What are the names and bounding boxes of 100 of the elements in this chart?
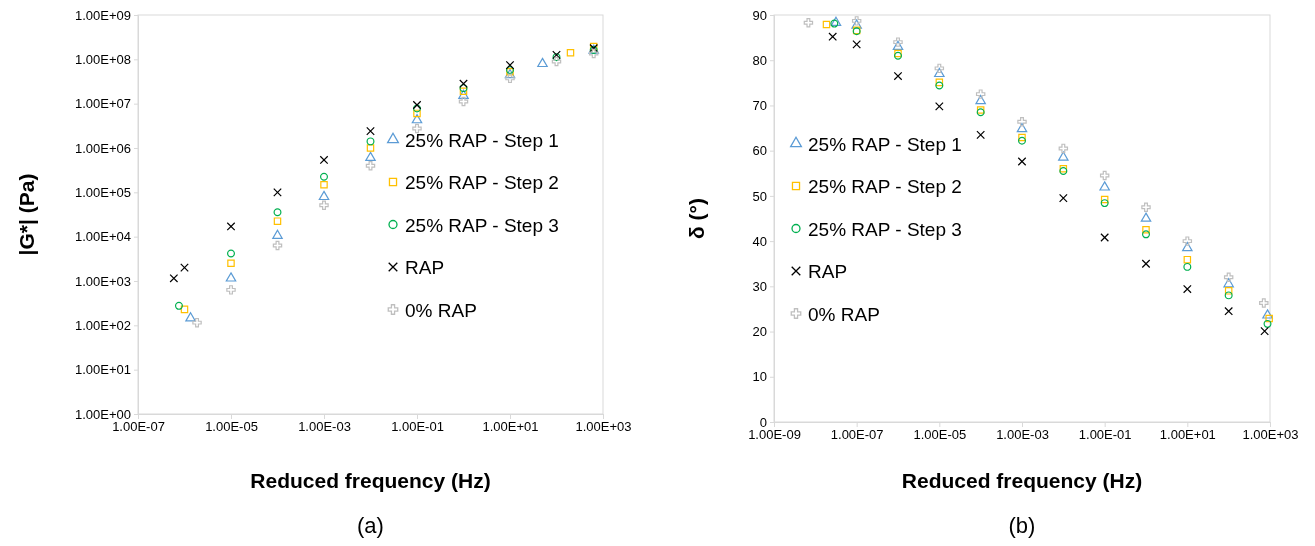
x-tick-label: 1.00E-03: [298, 419, 351, 435]
point: [1058, 143, 1069, 154]
point: [227, 249, 235, 258]
y-tick-label: 1.00E+02: [74, 317, 131, 333]
x-tick-label: 1.00E-05: [913, 427, 967, 443]
x-tick-label: 1.00E-05: [205, 419, 258, 435]
point: [1058, 151, 1069, 161]
legend-label: 25% RAP - Step 1: [808, 133, 962, 155]
y-tick-label: 1.00E+08: [74, 51, 131, 67]
y-tick-label: 1.00E+01: [74, 362, 131, 378]
point: [1016, 122, 1028, 133]
legend-label: 25% RAP - Step 2: [405, 172, 559, 193]
legend-label: 25% RAP - Step 3: [405, 214, 559, 236]
y-tick-label: 1.00E+03: [74, 273, 131, 289]
y-tick-label: 1.00E+09: [74, 7, 131, 23]
point: [1183, 255, 1192, 264]
point: [1017, 116, 1027, 127]
y-tick-label: 70: [752, 98, 767, 114]
point: [1265, 314, 1273, 323]
point: [1183, 284, 1192, 294]
legend-label: 25% RAP - Step 3: [808, 218, 962, 240]
point: [1099, 181, 1110, 191]
point: [934, 67, 945, 78]
point: [272, 229, 283, 240]
legend-label: 0% RAP: [808, 303, 880, 325]
point: [412, 123, 422, 134]
point: [1223, 278, 1234, 288]
point: [1141, 202, 1151, 212]
point: [273, 217, 282, 225]
y-tick-label: 60: [752, 143, 767, 159]
x-axis-title: Reduced frequency (Hz): [901, 469, 1143, 492]
y-tick-label: 1.00E+00: [74, 406, 131, 422]
x-tick-label: 1.00E+03: [1242, 427, 1299, 443]
y-tick-label: 1.00E+05: [74, 184, 131, 200]
x-tick-label: 1.00E+01: [482, 419, 539, 435]
point: [413, 109, 421, 118]
y-tick-label: 80: [752, 52, 767, 68]
y-tick-label: 1.00E+04: [74, 229, 131, 245]
text: (a): [357, 513, 384, 538]
y-tick-label: 90: [752, 7, 767, 23]
point: [180, 305, 189, 314]
point: [273, 208, 282, 217]
y-tick-label: 10: [752, 369, 767, 385]
x-tick-label: 1.00E+03: [575, 419, 632, 435]
point: [1224, 287, 1233, 295]
point: [366, 144, 375, 152]
point: [1142, 226, 1150, 234]
point: [320, 172, 328, 181]
x-tick-label: 1.00E+01: [1159, 427, 1216, 443]
x-tick-label: 1.00E-07: [830, 427, 884, 443]
point: [1182, 236, 1193, 246]
point: [272, 240, 283, 251]
point: [1141, 259, 1151, 269]
point: [551, 56, 562, 67]
point: [413, 104, 421, 113]
legend-label: 25% RAP - Step 2: [808, 176, 962, 197]
x-tick-label: 1.00E-01: [1078, 427, 1132, 443]
point: [225, 272, 237, 282]
point: [1182, 241, 1193, 252]
point: [319, 200, 329, 210]
x-tick-label: 1.00E-09: [748, 427, 801, 443]
y-tick-label: 20: [752, 324, 767, 340]
point: [1100, 195, 1109, 204]
y-axis-title: δ (°): [685, 198, 708, 239]
point: [1142, 230, 1150, 239]
point: [1100, 199, 1109, 208]
legend-label: RAP: [405, 257, 445, 278]
point: [1183, 262, 1192, 271]
point: [411, 114, 423, 124]
point: [458, 96, 469, 107]
point: [934, 63, 945, 74]
point: [893, 71, 903, 81]
point: [976, 130, 985, 140]
point: [935, 102, 944, 111]
point: [227, 259, 235, 268]
point: [975, 89, 986, 99]
point: [1099, 170, 1110, 181]
y-axis-title: |G*| (Pa): [15, 173, 38, 256]
point: [1223, 272, 1234, 283]
y-tick-label: 40: [752, 233, 767, 249]
point: [1017, 157, 1027, 166]
point: [975, 94, 986, 105]
point: [320, 181, 328, 189]
point: [458, 89, 469, 100]
x-tick-label: 1.00E-01: [391, 419, 444, 435]
point: [852, 40, 861, 49]
y-tick-label: 30: [752, 278, 767, 294]
point: [318, 190, 330, 201]
point: [366, 137, 375, 146]
y-tick-label: 0: [759, 414, 767, 430]
x-axis-title: Reduced frequency (Hz): [250, 469, 491, 492]
x-tick-label: 1.00E-03: [996, 427, 1049, 443]
text: (b): [1008, 513, 1036, 538]
point: [1140, 212, 1152, 222]
point: [1100, 233, 1109, 242]
point: [505, 73, 515, 84]
x-tick-label: 1.00E-07: [112, 419, 165, 435]
legend-label: 0% RAP: [405, 299, 477, 321]
point: [1059, 193, 1068, 203]
point: [1224, 291, 1233, 300]
